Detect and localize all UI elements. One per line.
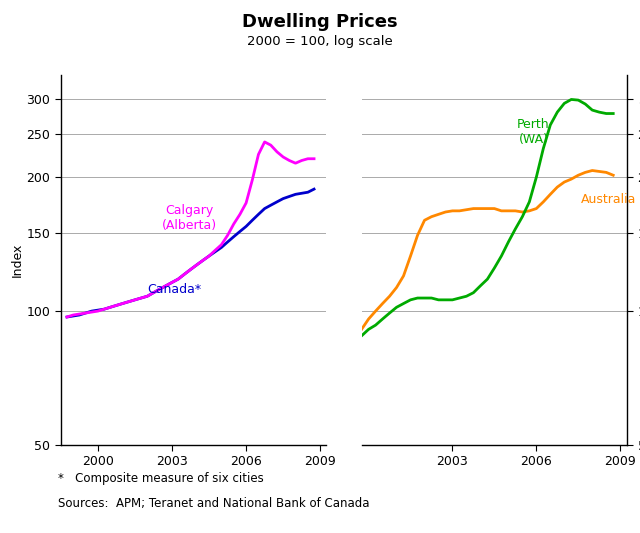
- Text: *   Composite measure of six cities: * Composite measure of six cities: [58, 472, 263, 484]
- Text: Australia: Australia: [581, 193, 636, 206]
- Text: Sources:  APM; Teranet and National Bank of Canada: Sources: APM; Teranet and National Bank …: [58, 497, 369, 510]
- Text: Calgary
(Alberta): Calgary (Alberta): [162, 204, 217, 232]
- Text: Canada*: Canada*: [147, 282, 202, 296]
- Text: 2000 = 100, log scale: 2000 = 100, log scale: [247, 35, 393, 47]
- Y-axis label: Index: Index: [11, 243, 24, 277]
- Text: Dwelling Prices: Dwelling Prices: [242, 13, 398, 31]
- Text: Perth
(WA): Perth (WA): [517, 118, 550, 147]
